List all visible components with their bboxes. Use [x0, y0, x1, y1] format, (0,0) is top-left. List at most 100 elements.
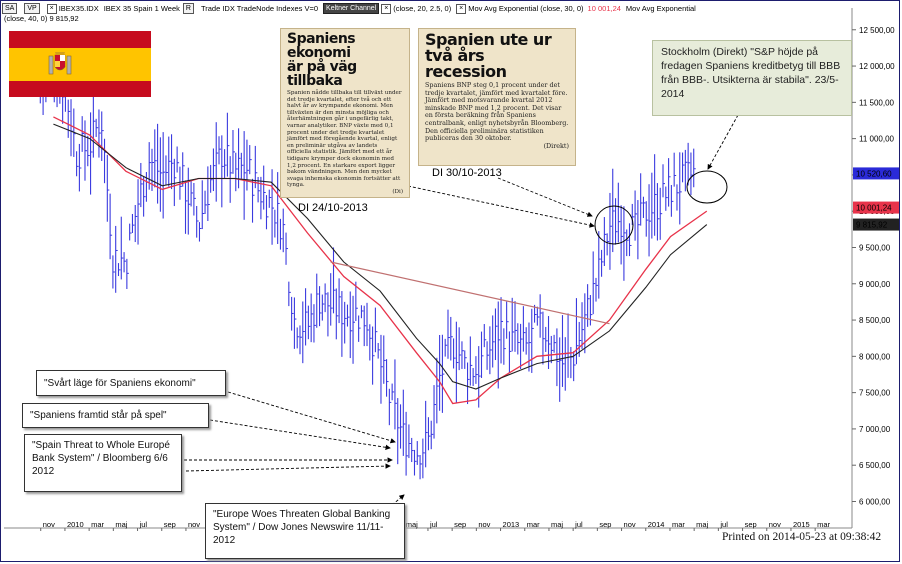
flag-top-stripe	[9, 31, 151, 48]
arrow-stockholm	[707, 114, 739, 170]
y-tick-label: 11 500,00	[859, 98, 895, 107]
indicator-lines	[53, 116, 708, 405]
x-tick-label: 2014	[648, 520, 665, 529]
arrow-di-30	[497, 177, 593, 217]
toolbar-text-6: Mov Avg Exponential (close, 30, 0)	[468, 4, 584, 13]
last-price-tag-bg	[853, 167, 899, 180]
x-tick-label: sep	[599, 520, 611, 529]
y-tick-label: 7 500,00	[859, 389, 891, 398]
arrow-note-1	[227, 391, 396, 444]
x-tick-label: sep	[454, 520, 466, 529]
toolbar-item-2[interactable]: × IBEX35.IDX	[46, 3, 99, 14]
ema30-price-tag: 10 001,24	[856, 204, 892, 213]
clipping-1-source: (Di)	[392, 188, 403, 195]
highlight-circle-2	[686, 170, 728, 204]
flag-coat-of-arms	[48, 52, 72, 75]
trendline	[330, 261, 610, 325]
x-tick-label: 2010	[67, 520, 84, 529]
ema30-price-tag-bg	[853, 201, 899, 214]
y-tick-label: 9 000,00	[859, 280, 891, 289]
x-tick-label: maj	[696, 520, 708, 529]
x-tick-label: mar	[817, 520, 830, 529]
toolbar-box-after-3[interactable]: R	[182, 3, 194, 14]
x-tick-label: nov	[769, 520, 781, 529]
clipping-2-headline-1: Spanien ute ur	[425, 30, 552, 49]
toolbar-text-4: Trade IDX TradeNode Indexes V=0	[200, 4, 319, 13]
flag-middle-stripe	[9, 48, 151, 81]
ema40-price-tag: 9 815,92	[856, 221, 888, 230]
ema30-line	[53, 116, 708, 405]
ema40-line	[53, 123, 708, 390]
y-tick-label: 6 000,00	[859, 497, 891, 506]
x-tick-label: maj	[551, 520, 563, 529]
highlight-circle-1	[594, 205, 634, 245]
clipping-1-headline-2: är på väg tillbaka	[287, 59, 357, 89]
ema40-price-tag-bg	[853, 218, 899, 231]
di-label-1: DI 24/10-2013	[298, 202, 368, 214]
y-tick-label: 8 000,00	[859, 352, 891, 361]
x-tick-label: sep	[164, 520, 176, 529]
x-tick-label: jul	[429, 520, 438, 529]
ema40-params: (close, 40, 0)	[4, 14, 48, 23]
time-axis: nov2010marmajjulsepnov2011marmajjulsepno…	[40, 520, 831, 531]
headline-note-2: "Spaniens framtid står på spel"	[22, 403, 209, 428]
y-tick-label: 6 500,00	[859, 461, 891, 470]
toolbar-box-5[interactable]: Keltner Channel	[323, 3, 380, 14]
arrow-note-2	[209, 419, 391, 450]
clipping-1-body: Spanien nådde tillbaka till tillväxt und…	[287, 90, 402, 189]
headline-note-3: "Spain Threat to Whole Europé Bank Syste…	[24, 434, 182, 492]
news-clipping-1: Spaniens ekonomi är på väg tillbaka Span…	[280, 28, 410, 198]
toolbar-item-7[interactable]: Mov Avg Exponential	[626, 4, 696, 13]
y-tick-label: 8 500,00	[859, 316, 891, 325]
arrow-note-3b	[185, 463, 391, 472]
x-tick-label: nov	[624, 520, 636, 529]
close-x-icon[interactable]: ×	[381, 3, 392, 14]
close-x-icon[interactable]: ×	[456, 3, 467, 14]
clipping-2-body: Spaniens BNP steg 0,1 procent under det …	[425, 81, 569, 143]
toolbar-box-1[interactable]: VP	[24, 3, 40, 14]
y-tick-label: 12 000,00	[859, 62, 895, 71]
price-bars	[39, 53, 696, 480]
x-tick-label: mar	[91, 520, 104, 529]
x-tick-label: sep	[745, 520, 757, 529]
news-clipping-2: Spanien ute ur två års recession Spanien…	[418, 28, 576, 166]
di-label-2: DI 30/10-2013	[432, 167, 502, 179]
arrow-di-24	[407, 185, 595, 228]
flag-bottom-stripe	[9, 81, 151, 97]
y-tick-label: 11 000,00	[859, 135, 895, 144]
x-tick-label: jul	[719, 520, 728, 529]
toolbar-item-5[interactable]: Keltner Channel × (close, 20, 2.5, 0)	[323, 3, 451, 14]
clipping-2-source: (Direkt)	[543, 141, 569, 150]
toolbar-item-4[interactable]: Trade IDX TradeNode Indexes V=0	[201, 4, 318, 13]
toolbar-item-3[interactable]: IBEX 35 Spain 1 Week R	[104, 3, 196, 14]
toolbar-item-0[interactable]: SA	[2, 3, 19, 14]
toolbar-value-6: 10 001,24	[587, 4, 621, 13]
x-tick-label: mar	[527, 520, 540, 529]
annotation-arrows	[184, 114, 739, 506]
clipping-1-headline-1: Spaniens ekonomi	[287, 31, 356, 61]
x-tick-label: mar	[672, 520, 685, 529]
close-x-icon[interactable]: ×	[46, 3, 57, 14]
ema40-value: 9 815,92	[49, 14, 79, 23]
price-axis: 6 000,00 6 500,00 7 000,00 7 500,00 8 000,00…	[852, 26, 895, 506]
toolbar-text-2: IBEX35.IDX	[58, 4, 99, 13]
x-tick-label: maj	[406, 520, 418, 529]
toolbar-box-0[interactable]: SA	[2, 3, 18, 14]
headline-note-1: "Svårt läge för Spaniens ekonomi"	[36, 370, 226, 396]
x-tick-label: nov	[188, 520, 200, 529]
x-tick-label: nov	[478, 520, 490, 529]
price-tags: 10 520,60 10 001,24 9 815,92	[853, 167, 899, 231]
toolbar-item-6[interactable]: × Mov Avg Exponential (close, 30, 0) 10 00…	[456, 3, 621, 14]
x-tick-label: jul	[139, 520, 148, 529]
x-tick-label: nov	[43, 520, 55, 529]
last-price-tag: 10 520,60	[856, 169, 892, 178]
x-tick-label: jul	[574, 520, 583, 529]
y-tick-label: 9 500,00	[859, 243, 891, 252]
ema40-legend: (close, 40, 0) 9 815,92	[4, 14, 79, 23]
x-tick-label: maj	[115, 520, 127, 529]
toolbar-item-1[interactable]: VP	[24, 3, 41, 14]
x-tick-label: 2015	[793, 520, 810, 529]
stockholm-direkt-note: Stockholm (Direkt) "S&P höjde på fredage…	[652, 40, 852, 116]
printed-timestamp: Printed on 2014-05-23 at 09:38:42	[722, 531, 882, 543]
